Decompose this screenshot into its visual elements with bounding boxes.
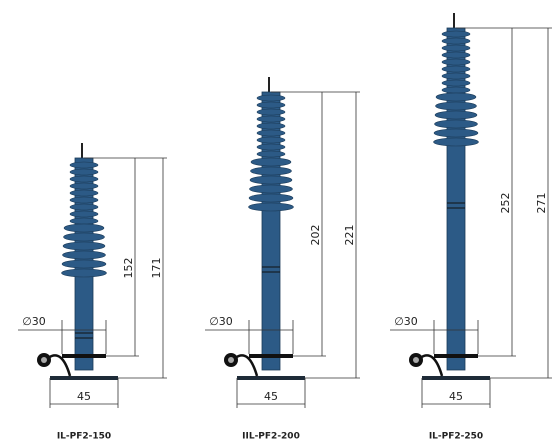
base-plate (237, 376, 305, 380)
shed (441, 86, 471, 94)
model-label: IL-PF2-150 (57, 432, 111, 442)
dim-inner-label: 202 (309, 225, 322, 246)
hook-arm (234, 354, 259, 377)
shed (248, 202, 294, 212)
shed (61, 259, 107, 269)
shed (69, 161, 99, 169)
hook-eye (41, 357, 47, 363)
base-label: 45 (449, 390, 463, 403)
shed (256, 129, 286, 137)
dim-outer-label: 271 (535, 193, 548, 214)
shed (69, 189, 99, 197)
shed (435, 101, 477, 111)
hook-arm (47, 354, 72, 377)
diameter-label: ∅30 (394, 315, 418, 328)
shed (441, 72, 471, 80)
shed (441, 51, 471, 59)
shed (250, 157, 292, 167)
base-plate (422, 376, 490, 380)
shed (249, 175, 293, 185)
shed (69, 182, 99, 190)
model-label: IL-PF2-250 (429, 432, 483, 442)
shed (69, 196, 99, 204)
base-label: 45 (264, 390, 278, 403)
collar (62, 354, 106, 358)
shed (435, 92, 477, 102)
shed (256, 150, 286, 158)
collar (249, 354, 293, 358)
base-label: 45 (77, 390, 91, 403)
shed (441, 30, 471, 38)
hook-arm (419, 354, 444, 377)
shed (63, 232, 105, 242)
model-label: IIL-PF2-200 (242, 432, 300, 442)
hook-eye (228, 357, 234, 363)
dim-inner-label: 152 (122, 258, 135, 279)
dim-outer-label: 221 (343, 225, 356, 246)
shed (61, 268, 107, 278)
shed (256, 143, 286, 151)
shed (69, 217, 99, 225)
shed (249, 184, 293, 194)
base-plate (50, 376, 118, 380)
shed (248, 193, 294, 203)
shed (256, 101, 286, 109)
shed (441, 58, 471, 66)
shed (256, 136, 286, 144)
shed (69, 168, 99, 176)
shed (69, 210, 99, 218)
shed (441, 37, 471, 45)
dim-outer-label: 171 (150, 258, 163, 279)
shed (441, 65, 471, 73)
shed (441, 79, 471, 87)
shed (63, 223, 105, 233)
shed (433, 128, 479, 138)
shed (433, 137, 479, 147)
shed (62, 241, 106, 251)
shed (441, 44, 471, 52)
diameter-label: ∅30 (22, 315, 46, 328)
shed (256, 122, 286, 130)
shed (256, 94, 286, 102)
dim-inner-label: 252 (499, 193, 512, 214)
shed (69, 203, 99, 211)
shed (256, 108, 286, 116)
shed (250, 166, 292, 176)
shed (434, 110, 478, 120)
body (446, 27, 466, 371)
collar (434, 354, 478, 358)
hook-eye (413, 357, 419, 363)
shed (256, 115, 286, 123)
shed (434, 119, 478, 129)
shed (62, 250, 106, 260)
diameter-label: ∅30 (209, 315, 233, 328)
shed (69, 175, 99, 183)
